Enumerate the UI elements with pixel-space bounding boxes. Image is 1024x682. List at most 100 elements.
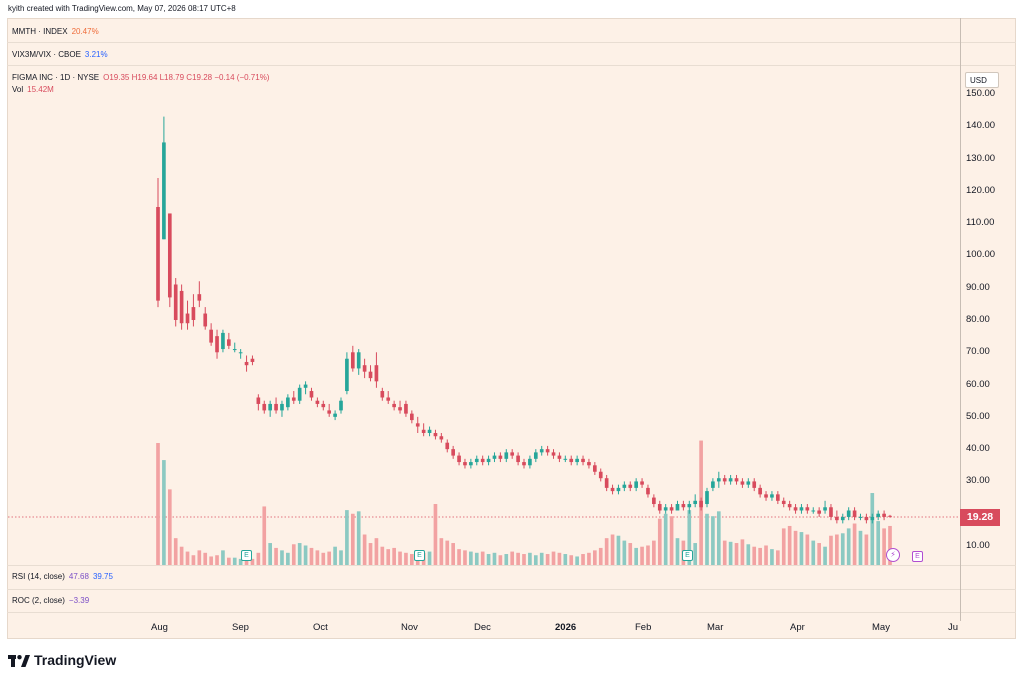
candle-body[interactable]: [268, 403, 272, 411]
candle-body[interactable]: [209, 329, 213, 343]
candle-body[interactable]: [156, 207, 160, 301]
candle-body[interactable]: [404, 403, 408, 414]
earnings-marker[interactable]: E: [414, 550, 425, 561]
candle-body[interactable]: [533, 452, 538, 459]
legend-rsi[interactable]: RSI (14, close) 47.68 39.75: [12, 572, 113, 581]
candle-body[interactable]: [339, 400, 343, 411]
candle-body[interactable]: [669, 507, 674, 511]
candle-body[interactable]: [451, 449, 455, 456]
candle-body[interactable]: [722, 478, 727, 482]
candle-body[interactable]: [870, 516, 875, 521]
candle-body[interactable]: [386, 397, 391, 401]
candle-body[interactable]: [203, 313, 208, 327]
candle-body[interactable]: [286, 397, 290, 408]
candle-body[interactable]: [522, 462, 526, 466]
candle-body[interactable]: [291, 397, 296, 401]
candle-body[interactable]: [545, 449, 550, 453]
candle-body[interactable]: [846, 510, 851, 517]
candle-body[interactable]: [693, 500, 698, 505]
candle-body[interactable]: [528, 458, 532, 466]
candle-body[interactable]: [675, 504, 680, 511]
candle-body[interactable]: [256, 397, 261, 404]
candle-body[interactable]: [734, 478, 739, 482]
candle-body[interactable]: [162, 142, 166, 240]
candle-body[interactable]: [191, 307, 196, 320]
candle-body[interactable]: [616, 487, 621, 492]
candle-body[interactable]: [197, 294, 202, 301]
candle-body[interactable]: [315, 400, 320, 404]
candle-body[interactable]: [362, 365, 367, 372]
candle-body[interactable]: [776, 494, 780, 501]
bolt-icon[interactable]: ⚡: [886, 548, 900, 562]
candle-body[interactable]: [215, 336, 219, 353]
candle-body[interactable]: [864, 516, 869, 521]
candle-body[interactable]: [516, 455, 520, 463]
candle-body[interactable]: [227, 339, 231, 346]
candle-body[interactable]: [687, 504, 692, 508]
candle-body[interactable]: [486, 458, 491, 463]
candle-body[interactable]: [581, 458, 585, 463]
candle-body[interactable]: [657, 504, 662, 511]
candle-body[interactable]: [781, 500, 786, 505]
candle-body[interactable]: [498, 455, 503, 459]
candle-body[interactable]: [167, 213, 172, 298]
tradingview-logo[interactable]: TradingView: [8, 652, 116, 668]
candle-body[interactable]: [504, 452, 509, 459]
candle-body[interactable]: [758, 487, 762, 495]
candle-body[interactable]: [327, 410, 332, 414]
candle-body[interactable]: [392, 403, 396, 408]
candle-body[interactable]: [640, 481, 644, 485]
candle-body[interactable]: [646, 487, 650, 495]
candle-body[interactable]: [593, 465, 597, 472]
candle-body[interactable]: [350, 352, 355, 369]
candle-body[interactable]: [480, 458, 485, 463]
candle-body[interactable]: [250, 358, 255, 362]
candle-body[interactable]: [333, 413, 337, 417]
candle-body[interactable]: [510, 452, 515, 456]
currency-label[interactable]: USD: [965, 72, 999, 88]
candle-body[interactable]: [770, 494, 774, 498]
candle-body[interactable]: [232, 349, 237, 351]
candle-body[interactable]: [835, 516, 839, 521]
candle-body[interactable]: [746, 481, 751, 485]
candle-body[interactable]: [179, 290, 184, 324]
candle-body[interactable]: [799, 507, 804, 511]
candle-body[interactable]: [787, 504, 792, 508]
candle-body[interactable]: [238, 352, 243, 354]
candle-body[interactable]: [427, 429, 432, 433]
candle-body[interactable]: [888, 515, 892, 517]
candle-body[interactable]: [445, 442, 450, 450]
candle-body[interactable]: [244, 361, 249, 366]
candle-body[interactable]: [716, 478, 721, 482]
candle-body[interactable]: [262, 403, 267, 411]
candle-body[interactable]: [356, 352, 361, 369]
candle-body[interactable]: [858, 516, 863, 518]
candle-body[interactable]: [817, 510, 821, 514]
candle-body[interactable]: [457, 455, 461, 463]
candle-body[interactable]: [622, 484, 627, 488]
candle-body[interactable]: [563, 458, 568, 460]
candle-body[interactable]: [303, 384, 308, 388]
legend-volume[interactable]: Vol 15.42M: [12, 85, 54, 94]
candle-body[interactable]: [415, 423, 420, 427]
candle-body[interactable]: [557, 455, 562, 459]
candle-body[interactable]: [173, 284, 178, 320]
candle-body[interactable]: [811, 510, 816, 512]
candle-body[interactable]: [469, 462, 473, 466]
candle-body[interactable]: [740, 481, 745, 485]
legend-mmth[interactable]: MMTH · INDEX 20.47%: [12, 27, 99, 36]
candle-body[interactable]: [368, 371, 373, 379]
candle-body[interactable]: [374, 365, 379, 382]
candle-body[interactable]: [699, 500, 703, 508]
candle-body[interactable]: [380, 391, 385, 398]
candle-body[interactable]: [711, 481, 715, 488]
candle-body[interactable]: [587, 462, 591, 466]
candle-body[interactable]: [852, 510, 857, 517]
candle-body[interactable]: [705, 491, 709, 505]
candle-body[interactable]: [634, 481, 638, 488]
candle-body[interactable]: [463, 462, 467, 466]
candle-body[interactable]: [575, 458, 579, 463]
candle-body[interactable]: [764, 494, 768, 498]
candle-body[interactable]: [274, 403, 278, 411]
